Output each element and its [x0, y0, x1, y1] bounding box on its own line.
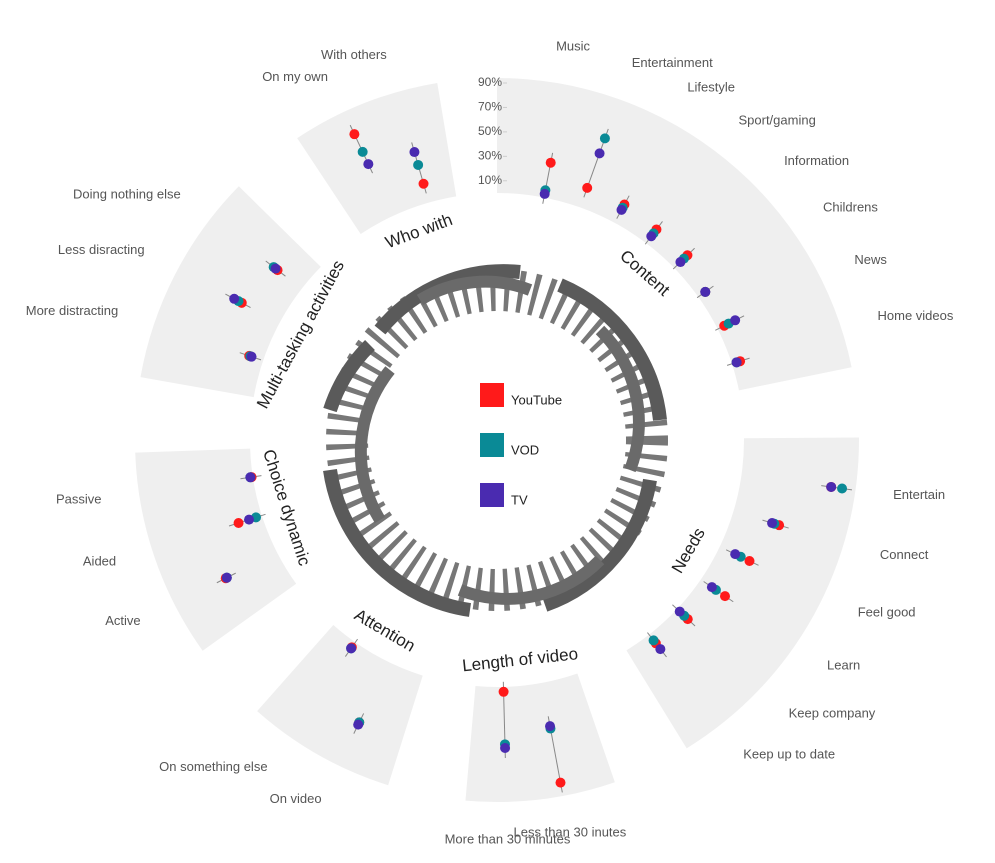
dot — [346, 643, 357, 654]
dot — [409, 147, 420, 158]
dot — [413, 159, 424, 170]
legend-label: YouTube — [511, 392, 562, 407]
dot — [646, 231, 657, 242]
dot — [837, 483, 848, 494]
dot — [744, 555, 755, 566]
dna-rungs — [326, 269, 668, 611]
dot — [700, 286, 711, 297]
dot — [706, 582, 717, 593]
dot — [539, 188, 550, 199]
category-label: Information — [784, 153, 849, 168]
group-title: Length of video — [461, 644, 579, 675]
dot — [730, 315, 741, 326]
category-label: Feel good — [858, 604, 916, 619]
dot — [233, 517, 244, 528]
category-label: Less than 30 inutes — [514, 825, 627, 840]
band — [297, 82, 457, 235]
dot — [245, 472, 256, 483]
category-label: News — [854, 252, 887, 267]
tick-label: 90% — [478, 75, 502, 89]
legend-label: TV — [511, 492, 528, 507]
dot — [675, 257, 686, 268]
category-label: Connect — [880, 547, 929, 562]
category-label: Doing nothing else — [73, 187, 181, 202]
band — [497, 78, 852, 391]
category-label: Lifestyle — [687, 80, 735, 95]
category-label: Less disracting — [58, 242, 145, 257]
legend-swatch — [480, 433, 504, 457]
dot — [353, 719, 364, 730]
dot — [730, 549, 741, 560]
dot — [674, 606, 685, 617]
dot — [616, 204, 627, 215]
category-label: On something else — [159, 759, 267, 774]
legend-swatch — [480, 383, 504, 407]
dot — [720, 591, 731, 602]
dot — [594, 148, 605, 159]
category-label: Childrens — [823, 200, 878, 215]
dot — [767, 518, 778, 529]
category-label: Entertain — [893, 487, 945, 502]
dot — [555, 777, 566, 788]
dot — [357, 146, 368, 157]
dot — [599, 133, 610, 144]
category-label: More distracting — [26, 303, 118, 318]
band — [626, 437, 859, 749]
dot — [545, 157, 556, 168]
tick-label: 70% — [478, 100, 502, 114]
dna-graphic — [323, 264, 668, 617]
category-label: Sport/gaming — [738, 113, 815, 128]
dot — [826, 481, 837, 492]
category-label: Entertainment — [632, 55, 713, 70]
dot — [229, 293, 240, 304]
dot — [500, 743, 511, 754]
dot — [655, 644, 666, 655]
category-label: Keep company — [789, 705, 876, 720]
tick-label: 10% — [478, 173, 502, 187]
dot — [648, 635, 659, 646]
group-title: Needs — [668, 524, 709, 576]
category-label: With others — [321, 47, 387, 62]
dot — [363, 159, 374, 170]
tick-label: 50% — [478, 124, 502, 138]
category-label: Keep up to date — [743, 747, 835, 762]
dot — [731, 357, 742, 368]
category-label: More than 30 minutes — [445, 831, 571, 846]
band — [465, 673, 615, 802]
dot — [221, 572, 232, 583]
category-label: Active — [105, 613, 140, 628]
tick-label: 30% — [478, 149, 502, 163]
category-label: Music — [556, 39, 590, 54]
legend-swatch — [480, 483, 504, 507]
band — [135, 448, 297, 651]
category-label: On video — [270, 791, 322, 806]
dot — [498, 686, 509, 697]
dot — [349, 129, 360, 140]
category-label: Passive — [56, 491, 102, 506]
category-label: Learn — [827, 657, 860, 672]
category-label: Aided — [83, 554, 116, 569]
dot — [545, 721, 556, 732]
band — [257, 624, 423, 786]
bands — [135, 78, 859, 802]
legend-label: VOD — [511, 442, 539, 457]
band — [140, 186, 321, 398]
dot — [582, 182, 593, 193]
category-label: On my own — [262, 69, 328, 84]
group-title: Who with — [383, 210, 455, 252]
dot — [244, 514, 255, 525]
dot — [270, 263, 281, 274]
dot — [246, 351, 257, 362]
dna-strand — [354, 275, 645, 605]
dot — [418, 178, 429, 189]
category-label: Home videos — [878, 308, 954, 323]
